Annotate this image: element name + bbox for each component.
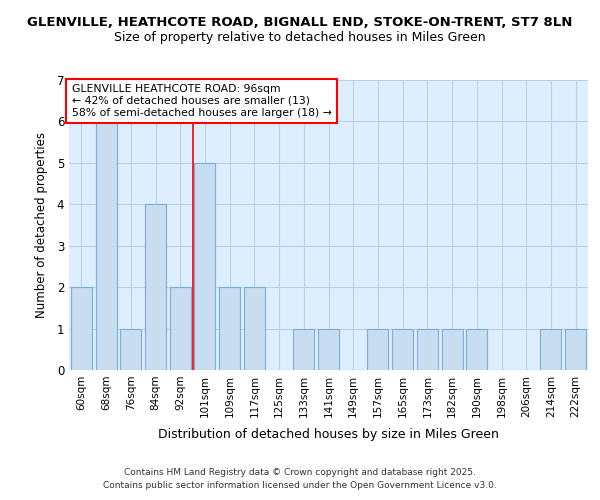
Bar — [318, 328, 339, 370]
Bar — [367, 328, 388, 370]
Bar — [466, 328, 487, 370]
Bar — [95, 122, 116, 370]
Text: GLENVILLE HEATHCOTE ROAD: 96sqm
← 42% of detached houses are smaller (13)
58% of: GLENVILLE HEATHCOTE ROAD: 96sqm ← 42% of… — [71, 84, 331, 117]
Bar — [145, 204, 166, 370]
Bar — [392, 328, 413, 370]
Bar — [120, 328, 141, 370]
Y-axis label: Number of detached properties: Number of detached properties — [35, 132, 49, 318]
Text: GLENVILLE, HEATHCOTE ROAD, BIGNALL END, STOKE-ON-TRENT, ST7 8LN: GLENVILLE, HEATHCOTE ROAD, BIGNALL END, … — [28, 16, 572, 29]
Bar — [442, 328, 463, 370]
Bar — [194, 163, 215, 370]
Text: Size of property relative to detached houses in Miles Green: Size of property relative to detached ho… — [114, 31, 486, 44]
Bar — [541, 328, 562, 370]
Bar — [293, 328, 314, 370]
Bar — [71, 287, 92, 370]
Text: Contains HM Land Registry data © Crown copyright and database right 2025.: Contains HM Land Registry data © Crown c… — [124, 468, 476, 477]
Bar — [417, 328, 438, 370]
Bar — [170, 287, 191, 370]
Bar — [565, 328, 586, 370]
Bar — [219, 287, 240, 370]
Text: Contains public sector information licensed under the Open Government Licence v3: Contains public sector information licen… — [103, 480, 497, 490]
X-axis label: Distribution of detached houses by size in Miles Green: Distribution of detached houses by size … — [158, 428, 499, 441]
Bar — [244, 287, 265, 370]
